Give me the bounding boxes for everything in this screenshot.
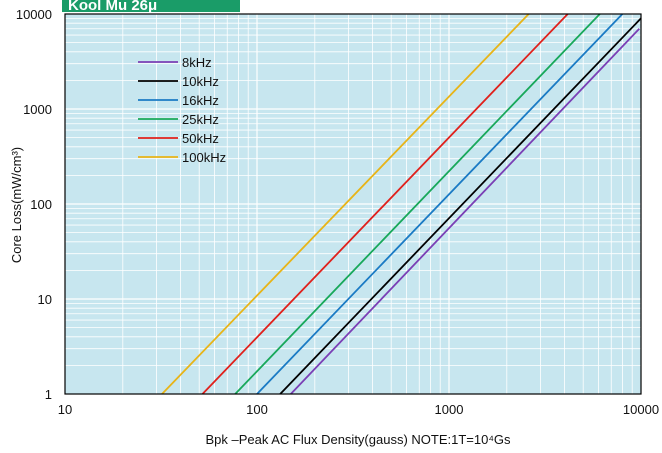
series-line-100khz bbox=[161, 13, 530, 395]
series-line-25khz bbox=[234, 13, 601, 395]
y-tick-label: 100 bbox=[30, 197, 52, 212]
legend-label: 50kHz bbox=[182, 131, 219, 146]
x-tick-label: 1000 bbox=[435, 402, 464, 417]
legend-label: 25kHz bbox=[182, 112, 219, 127]
tick-labels: 10 100 1000 10000 1 10 100 1000 10000 bbox=[16, 7, 659, 417]
y-tick-label: 1000 bbox=[23, 102, 52, 117]
y-tick-label: 1 bbox=[45, 387, 52, 402]
legend-label: 16kHz bbox=[182, 93, 219, 108]
series-lines bbox=[161, 13, 642, 395]
y-tick-label: 10000 bbox=[16, 7, 52, 22]
y-axis-title: Core Loss(mW/cm³) bbox=[9, 147, 24, 263]
chart-title: Kool Mu 26μ bbox=[68, 0, 157, 14]
x-tick-label: 10 bbox=[58, 402, 72, 417]
series-line-8khz bbox=[290, 28, 640, 395]
grid bbox=[65, 14, 641, 394]
title-tag: Kool Mu 26μ bbox=[62, 0, 240, 14]
x-tick-label: 10000 bbox=[623, 402, 659, 417]
y-tick-label: 10 bbox=[38, 292, 52, 307]
series-line-10khz bbox=[279, 17, 642, 395]
series-line-50khz bbox=[201, 13, 569, 395]
series-line-16khz bbox=[256, 13, 624, 395]
legend-label: 8kHz bbox=[182, 55, 212, 70]
legend-label: 10kHz bbox=[182, 74, 219, 89]
x-axis-title: Bpk –Peak AC Flux Density(gauss) NOTE:1T… bbox=[205, 432, 511, 447]
legend: 8kHz 10kHz 16kHz 25kHz 50kHz 100kHz bbox=[138, 55, 226, 165]
legend-label: 100kHz bbox=[182, 150, 226, 165]
x-tick-label: 100 bbox=[246, 402, 268, 417]
plot-frame bbox=[64, 13, 642, 395]
